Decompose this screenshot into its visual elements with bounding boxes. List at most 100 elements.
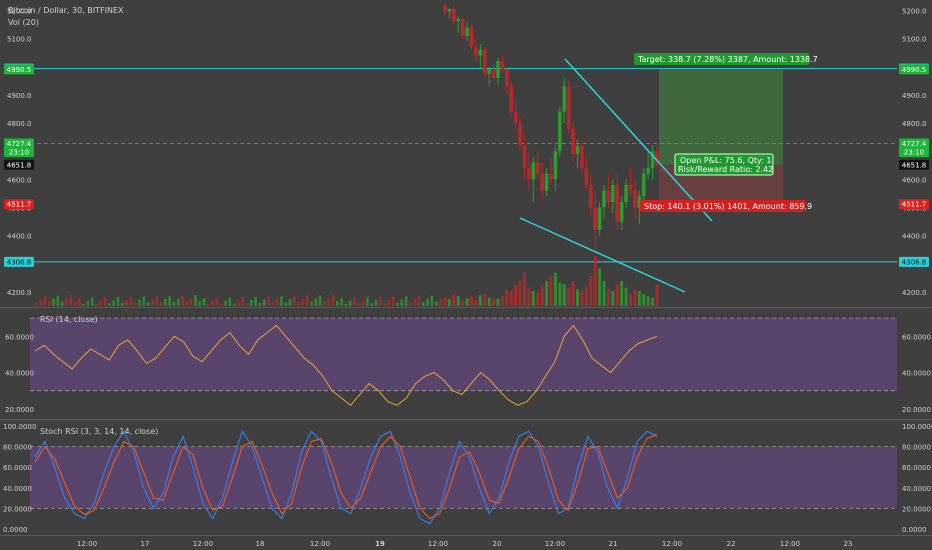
volume-bar xyxy=(194,295,197,306)
volume-bar xyxy=(301,298,305,306)
volume-bar xyxy=(370,303,373,306)
volume-bar xyxy=(258,302,262,306)
price-tag: 4990.5 xyxy=(899,64,929,75)
candle-body xyxy=(460,18,465,36)
volume-bar xyxy=(125,299,128,306)
stoch-y-tick-right: 40.0000 xyxy=(902,485,931,493)
volume-bar xyxy=(379,297,382,306)
y-tick-label-left: 4900.0 xyxy=(7,92,32,100)
price-tag-bg xyxy=(899,64,929,75)
x-tick-label: 23 xyxy=(844,540,853,548)
volume-bar xyxy=(159,302,163,306)
candle-body xyxy=(628,184,633,191)
candle-body xyxy=(513,111,518,124)
volume-bar xyxy=(52,298,55,306)
volume-bar xyxy=(637,291,641,306)
candle-body xyxy=(469,27,474,48)
candle-body xyxy=(505,69,509,87)
volume-bar xyxy=(262,299,266,306)
volume-bar xyxy=(496,298,500,306)
candle-body xyxy=(641,173,646,197)
candle-body xyxy=(531,162,536,180)
price-tag-bg xyxy=(899,199,929,210)
volume-bar xyxy=(629,293,632,306)
volume-bar xyxy=(642,294,646,306)
y-tick-label-left: 5200.0 xyxy=(7,7,32,15)
candle-body xyxy=(496,61,500,78)
stop-annotation-box xyxy=(640,200,806,212)
x-tick-label: 12:00 xyxy=(310,540,330,548)
price-tag-label: 4306.8 xyxy=(7,258,32,266)
volume-bar xyxy=(138,299,141,306)
volume-bar xyxy=(155,296,158,306)
volume-bar xyxy=(387,299,391,306)
stoch-y-tick-right: 0.0000 xyxy=(902,526,927,534)
volume-bar xyxy=(60,301,64,306)
volume-bar xyxy=(500,296,504,306)
volume-bar xyxy=(422,302,425,306)
price-tag: 23:10 xyxy=(4,147,34,158)
volume-bar xyxy=(56,295,60,306)
candle-body xyxy=(637,196,642,208)
volume-bar xyxy=(374,300,378,306)
volume-bar xyxy=(624,287,628,306)
price-tag: 4651.8 xyxy=(4,159,34,170)
candle-body xyxy=(558,111,562,152)
volume-bar xyxy=(611,291,615,306)
volume-bar xyxy=(478,295,482,306)
volume-bar xyxy=(470,296,473,306)
price-tag: 4306.8 xyxy=(4,256,34,267)
volume-bar xyxy=(323,301,326,306)
y-tick-label-right: 4800.0 xyxy=(902,120,927,128)
volume-bar xyxy=(65,298,68,306)
volume-bar xyxy=(545,281,549,306)
volume-label: Vol (20) xyxy=(8,18,39,27)
volume-bar xyxy=(237,300,240,306)
volume-bar xyxy=(518,281,522,306)
price-tag-label: 23:10 xyxy=(904,149,924,157)
volume-bar xyxy=(310,301,313,306)
volume-bar xyxy=(284,302,287,306)
price-tag-bg xyxy=(4,159,34,170)
volume-bar xyxy=(232,303,236,306)
price-tag-bg xyxy=(899,256,929,267)
candle-body xyxy=(584,168,589,185)
volume-bar xyxy=(571,281,575,306)
volume-bar xyxy=(172,301,176,306)
price-tag-bg xyxy=(899,138,929,149)
candle-body xyxy=(487,69,491,74)
x-tick-label: 20 xyxy=(493,540,502,548)
volume-bar xyxy=(409,302,412,306)
rsi-y-tick-right: 40.0000 xyxy=(902,370,931,378)
volume-bar xyxy=(353,297,356,306)
x-tick-label: 12:00 xyxy=(77,540,97,548)
x-tick-label: 12:00 xyxy=(428,540,448,548)
volume-bar xyxy=(576,289,579,306)
candle-body xyxy=(597,207,602,230)
volume-bar xyxy=(215,297,219,306)
candle-body xyxy=(588,184,593,208)
volume-bar xyxy=(275,299,279,306)
y-tick-label-right: 4600.0 xyxy=(902,176,927,184)
price-tag-label: 4306.8 xyxy=(902,258,927,266)
candle-body xyxy=(602,190,606,208)
candle-body xyxy=(465,27,469,36)
volume-bar xyxy=(562,284,566,306)
rsi-y-tick-left: 40.0000 xyxy=(5,370,34,378)
volume-bar xyxy=(383,302,386,306)
x-tick-label: 18 xyxy=(256,540,265,548)
candle-body xyxy=(500,61,505,70)
volume-bar xyxy=(487,297,491,306)
volume-bar xyxy=(505,289,509,306)
volume-bar xyxy=(633,289,637,306)
volume-bar xyxy=(492,299,496,306)
y-tick-label-right: 4400.0 xyxy=(902,233,927,241)
rsi-band xyxy=(30,318,897,391)
volume-bar xyxy=(344,303,348,306)
volume-bar xyxy=(391,296,395,306)
volume-bar xyxy=(224,300,227,306)
volume-bar xyxy=(606,289,610,306)
risk-reward-annotation: Risk/Reward Ratio: 2.42 xyxy=(678,165,773,174)
